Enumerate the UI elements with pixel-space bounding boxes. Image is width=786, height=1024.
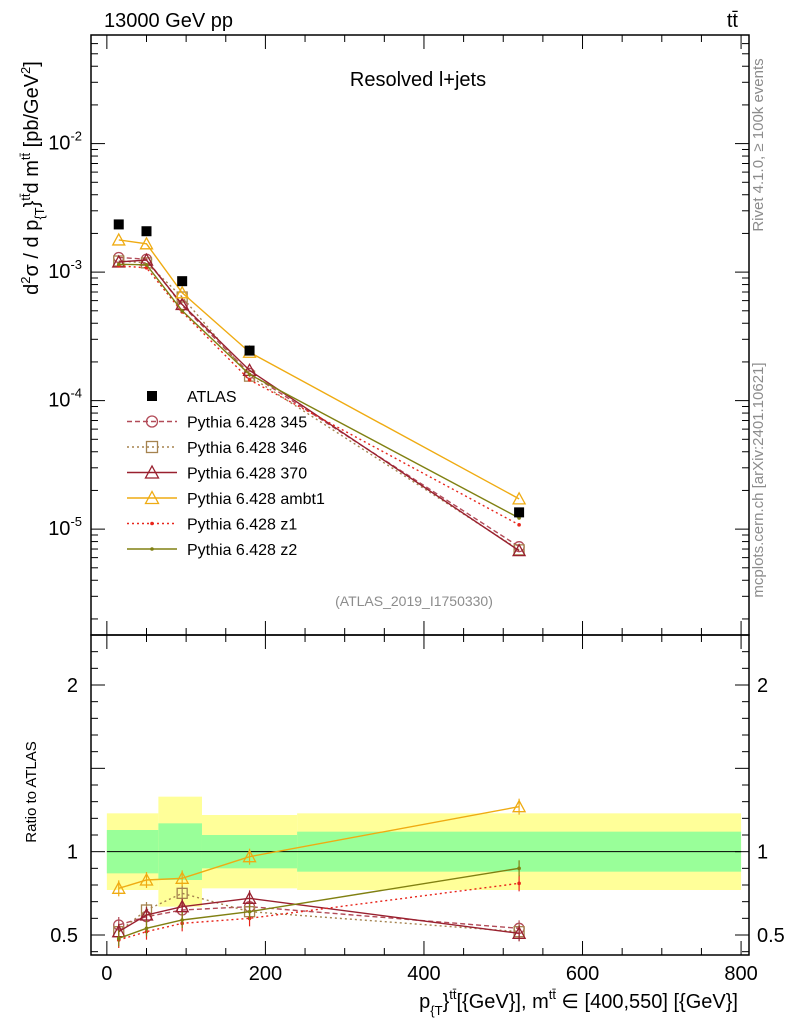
uncertainty-bands: [106, 796, 742, 907]
data-point: [517, 881, 521, 886]
plot-label: Resolved l+jets: [350, 69, 486, 91]
data-point: [175, 870, 190, 884]
legend-entry: Pythia 6.428 ambt1: [127, 490, 325, 508]
mcplots-label: mcplots.cern.ch [arXiv:2401.10621]: [750, 362, 767, 597]
data-point: [247, 909, 252, 914]
y-tick-label: 10-5: [48, 514, 82, 540]
legend-entry: Pythia 6.428 z2: [127, 542, 297, 559]
y-tick-label: 10-2: [48, 129, 82, 155]
data-point: [247, 378, 252, 382]
svg-text:d2σ / d p{T}tt̄d mtt̄ [pb/GeV2: d2σ / d p{T}tt̄d mtt̄ [pb/GeV2]: [18, 61, 47, 295]
series-pythia-6-428-ambt1: [111, 232, 527, 897]
data-point: [177, 276, 188, 287]
legend-entry: Pythia 6.428 345: [127, 415, 307, 432]
data-point: [242, 849, 257, 863]
legend-entry: ATLAS: [147, 389, 237, 406]
data-point: [144, 262, 149, 267]
data-point: [514, 507, 525, 518]
process-label: tt̄: [727, 10, 739, 32]
data-point: [180, 308, 184, 313]
data-point: [517, 523, 521, 527]
x-tick-label: 0: [101, 963, 112, 985]
data-point: [175, 285, 190, 299]
data-point: [512, 925, 527, 939]
ratio-tick-label: 2: [67, 675, 78, 697]
data-point: [116, 262, 121, 267]
data-point: [175, 899, 190, 913]
data-point: [512, 799, 527, 813]
data-point: [144, 464, 160, 479]
svg-text:p{T}tt̄[{GeV}], mtt̄ ∈ [400,55: p{T}tt̄[{GeV}], mtt̄ ∈ [400,550] [{GeV}]: [419, 987, 738, 1018]
series-line: [118, 259, 520, 552]
rivet-version-label: Rivet 4.1.0, ≥ 100k events: [750, 58, 767, 231]
x-tick-label: 800: [724, 963, 757, 985]
series-pythia-6-428-z2: [116, 262, 521, 947]
data-point: [144, 926, 149, 931]
x-tick-label: 400: [407, 963, 440, 985]
data-point: [147, 391, 157, 401]
beam-energy-label: 13000 GeV pp: [104, 10, 233, 32]
ratio-tick-label: 0.5: [50, 925, 78, 947]
legend-label: ATLAS: [187, 389, 237, 406]
data-point: [242, 890, 257, 904]
data-point: [145, 440, 159, 454]
data-point: [111, 880, 126, 894]
legend-entry: Pythia 6.428 z1: [127, 517, 297, 534]
series-atlas: [113, 219, 525, 518]
legend-label: Pythia 6.428 370: [187, 466, 307, 483]
legend-label: Pythia 6.428 346: [187, 440, 307, 457]
data-point: [512, 491, 527, 505]
series-layer: [111, 219, 527, 948]
series-line: [118, 239, 520, 500]
x-tick-label: 600: [566, 963, 599, 985]
data-point: [517, 866, 521, 871]
data-point: [512, 543, 527, 557]
data-point: [139, 236, 154, 250]
data-point: [150, 521, 154, 526]
analysis-id: (ATLAS_2019_I1750330): [335, 593, 493, 609]
y-tick-label: 10-4: [48, 386, 82, 412]
data-point: [176, 887, 188, 899]
x-tick-label: 200: [249, 963, 282, 985]
data-point: [144, 490, 160, 505]
axes: [90, 34, 750, 956]
ratio-frame: [90, 634, 750, 956]
legend-label: Pythia 6.428 345: [187, 415, 307, 432]
ratio-tick-label-right: 1: [757, 842, 768, 864]
ratio-tick-label-right: 2: [757, 675, 768, 697]
data-point: [139, 907, 154, 921]
data-point: [145, 415, 159, 428]
data-point: [244, 345, 255, 356]
tick-labels: 0 200 400 600 800 10-5 10-4 10-3 10-2 0.5 0.5 1 1 2 2: [48, 129, 785, 985]
data-point: [180, 918, 184, 922]
data-point: [113, 219, 124, 230]
legend-label: Pythia 6.428 ambt1: [187, 491, 325, 508]
data-point: [247, 372, 252, 377]
ratio-y-axis-label: Ratio to ATLAS: [23, 741, 40, 842]
legend-entry: Pythia 6.428 370: [127, 464, 307, 483]
data-point: [116, 936, 121, 941]
data-point: [141, 226, 152, 237]
legend-entry: Pythia 6.428 346: [127, 440, 307, 457]
data-point: [139, 872, 154, 886]
data-point: [111, 232, 126, 246]
x-axis-label: p{T}tt̄[{GeV}], mtt̄ ∈ [400,550] [{GeV}]: [419, 987, 738, 1018]
y-tick-label: 10-3: [48, 257, 82, 283]
legend-label: Pythia 6.428 z1: [187, 517, 297, 534]
legend-label: Pythia 6.428 z2: [187, 542, 297, 559]
ratio-tick-label: 1: [67, 842, 78, 864]
data-point: [150, 547, 154, 551]
main-y-axis-label: d2σ / d p{T}tt̄d mtt̄ [pb/GeV2]: [18, 61, 47, 295]
ratio-tick-label-right: 0.5: [757, 925, 785, 947]
legend: ATLAS Pythia 6.428 345 Pythia 6.428 346 Pyt…: [127, 389, 325, 559]
